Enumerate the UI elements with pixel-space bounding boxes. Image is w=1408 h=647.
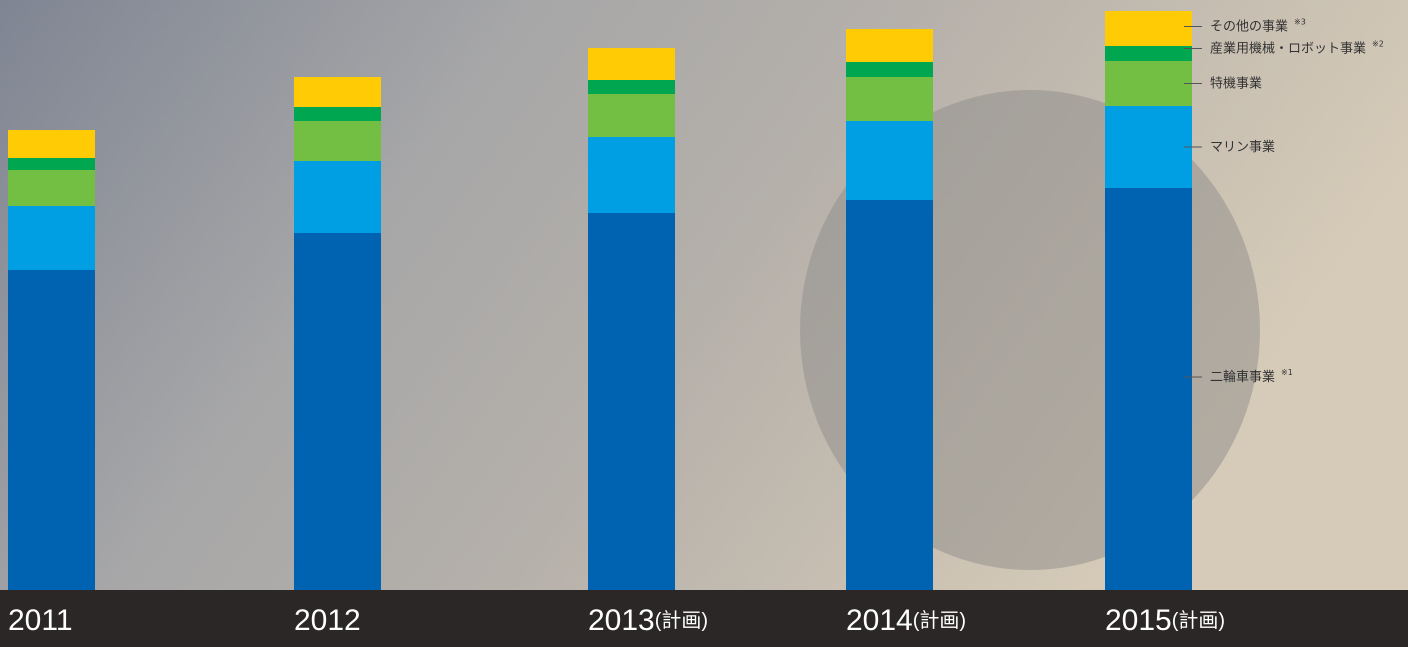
bar-segment <box>8 270 95 590</box>
x-tick-label: 2012 <box>294 604 361 637</box>
legend-note: ※2 <box>1372 39 1384 48</box>
bar-segment <box>8 206 95 270</box>
bar-segment <box>1105 61 1192 106</box>
bar-segment <box>846 77 933 121</box>
bar-segment <box>294 77 381 107</box>
year-label: 2013 <box>588 604 655 637</box>
bar-segment <box>8 158 95 170</box>
legend-name: 特機事業 <box>1210 75 1262 91</box>
bar-segment <box>294 161 381 233</box>
bar-segment <box>588 137 675 213</box>
bar-segment <box>846 29 933 62</box>
bar-segment <box>588 48 675 80</box>
plan-label: (計画) <box>1172 609 1225 632</box>
legend-label: 特機事業 <box>1210 75 1262 91</box>
legend-label: マリン事業 <box>1210 139 1275 155</box>
chart: 201120122013(計画)2014(計画)2015(計画)二輪車事業※1マ… <box>0 0 1408 647</box>
bar-segment <box>294 107 381 121</box>
year-label: 2014 <box>846 604 913 637</box>
legend-name: その他の事業 <box>1210 18 1288 34</box>
legend-note: ※3 <box>1294 17 1306 26</box>
plan-label: (計画) <box>655 609 708 632</box>
legend-name: 二輪車事業 <box>1210 369 1275 385</box>
year-label: 2015 <box>1105 604 1172 637</box>
year-label: 2012 <box>294 604 361 637</box>
bar-segment <box>1105 106 1192 188</box>
bar-segment <box>8 130 95 158</box>
bar-segment <box>294 121 381 161</box>
bar-segment <box>8 170 95 206</box>
year-label: 2011 <box>8 604 73 637</box>
bar-segment <box>1105 46 1192 61</box>
legend-label: 産業用機械・ロボット事業 ※2 <box>1210 39 1384 56</box>
legend-note: ※1 <box>1281 368 1293 377</box>
bar-segment <box>294 233 381 590</box>
bar-segment <box>588 94 675 137</box>
bar-segment <box>588 80 675 94</box>
bar-segment <box>846 200 933 590</box>
bar-segment <box>1105 188 1192 590</box>
bar-segment <box>846 121 933 200</box>
bar-segment <box>588 213 675 590</box>
plan-label: (計画) <box>913 609 966 632</box>
bar-segment <box>846 62 933 77</box>
legend-name: マリン事業 <box>1210 139 1275 155</box>
legend-name: 産業用機械・ロボット事業 <box>1210 40 1366 56</box>
bar-segment <box>1105 11 1192 46</box>
x-tick-label: 2011 <box>8 604 73 637</box>
